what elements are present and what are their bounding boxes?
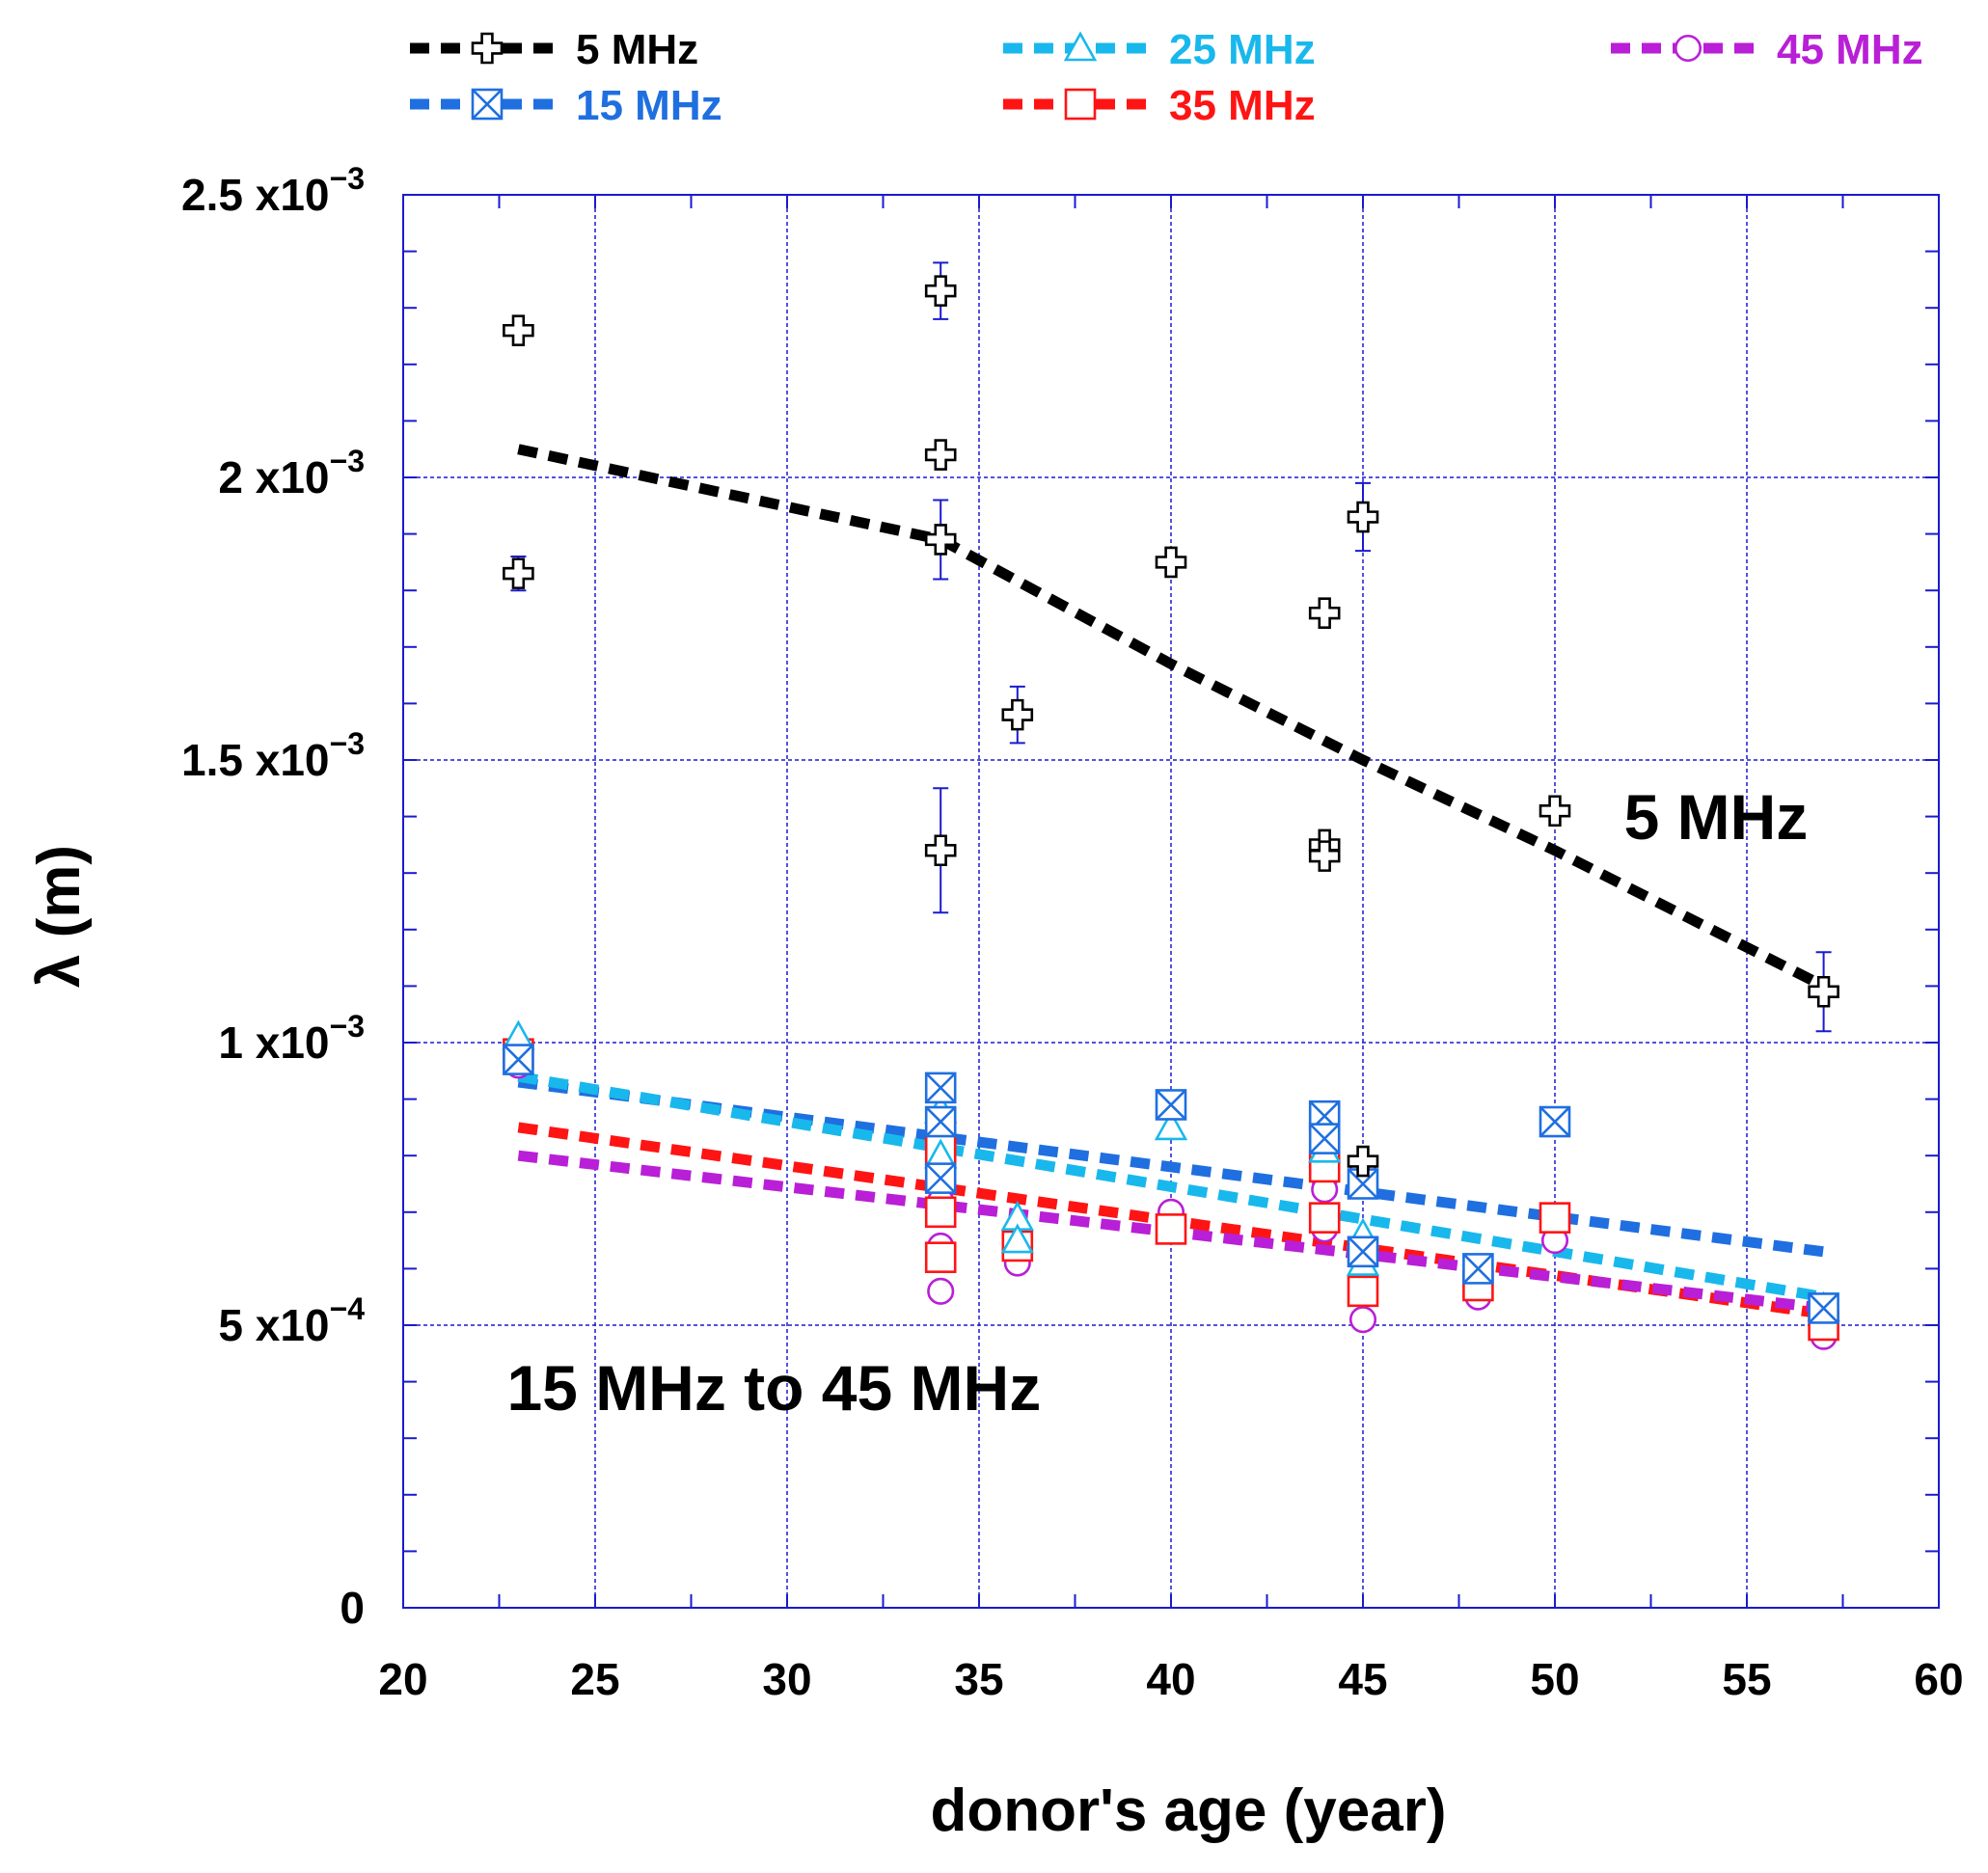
data-point-5-mhz (1347, 501, 1379, 533)
data-point-15-mhz (503, 1044, 534, 1075)
data-point-15-mhz (1539, 1105, 1571, 1138)
legend-label: 35 MHz (1169, 82, 1316, 129)
data-point-25-mhz (1154, 1110, 1188, 1141)
legend-marker (471, 88, 504, 121)
fit-lines (517, 444, 1827, 1319)
data-point-15-mhz (1347, 1235, 1379, 1268)
legend: 5 MHz 15 MHz 25 MHz 35 MHz 45 MHz (410, 26, 1923, 129)
x-tick-label: 40 (1146, 1654, 1195, 1704)
y-tick-label: 1.5 x10−3 (181, 726, 365, 785)
data-point-35-mhz (1155, 1213, 1187, 1245)
legend-item-5-mhz: 5 MHz (410, 26, 698, 73)
legend-item-15-mhz: 15 MHz (410, 82, 722, 129)
data-point-45-mhz (1348, 1306, 1377, 1334)
data-point-5-mhz (1808, 975, 1839, 1008)
data-point-5-mhz (1539, 795, 1571, 828)
y-tick-label: 0 (340, 1583, 365, 1633)
legend-marker (1064, 88, 1097, 121)
x-tick-label: 20 (378, 1654, 427, 1704)
data-point-5-mhz (1001, 698, 1034, 731)
x-tick-label: 45 (1338, 1654, 1387, 1704)
legend-label: 25 MHz (1169, 26, 1316, 73)
data-point-5-mhz (924, 834, 957, 867)
y-tick-labels: 0 5 x10−4 1 x10−3 1.5 x10−3 2 x10−3 2.5 x10−3 (181, 161, 365, 1633)
series-5-mhz (503, 275, 1839, 1178)
plot-frame (402, 194, 1940, 1609)
legend-marker (1063, 31, 1098, 62)
data-point-5-mhz (1308, 597, 1341, 629)
x-tick-label: 60 (1914, 1654, 1963, 1704)
legend-item-35-mhz: 35 MHz (1003, 82, 1316, 129)
data-point-35-mhz (1347, 1275, 1379, 1308)
data-point-5-mhz (924, 439, 957, 471)
x-axis-title: donor's age (year) (931, 1778, 1447, 1844)
y-axis-title: λ (m) (26, 845, 93, 988)
annotation-5-mhz: 5 MHz (1624, 781, 1809, 853)
data-point-15-mhz (924, 1105, 957, 1138)
data-point-15-mhz (924, 1162, 957, 1194)
data-point-35-mhz (1539, 1202, 1571, 1234)
data-point-35-mhz (924, 1196, 957, 1229)
fit-line-25-mhz (517, 1071, 1825, 1303)
data-points (502, 275, 1840, 1350)
legend-label: 5 MHz (576, 26, 698, 73)
data-point-5-mhz (1347, 1145, 1379, 1178)
legend-label: 45 MHz (1777, 26, 1923, 73)
legend-item-45-mhz: 45 MHz (1611, 26, 1923, 73)
data-point-15-mhz (1155, 1089, 1187, 1121)
data-point-35-mhz (924, 1241, 957, 1273)
annotation-15-mhz-to-45-mhz: 15 MHz to 45 MHz (506, 1352, 1041, 1424)
data-point-5-mhz (503, 314, 534, 346)
y-tick-label: 5 x10−4 (218, 1291, 365, 1350)
data-point-5-mhz (503, 557, 534, 589)
data-point-15-mhz (1808, 1292, 1839, 1324)
data-point-15-mhz (1462, 1253, 1494, 1285)
data-point-45-mhz (927, 1277, 955, 1305)
data-point-25-mhz (1000, 1223, 1035, 1254)
y-tick-label: 1 x10−3 (218, 1009, 365, 1068)
legend-marker (1674, 34, 1702, 63)
series-15-mhz (503, 1044, 1839, 1324)
data-point-5-mhz (1155, 546, 1187, 579)
y-tick-label: 2 x10−3 (218, 444, 365, 502)
data-point-5-mhz (1308, 840, 1341, 872)
grid (403, 195, 1939, 1608)
x-tick-labels: 20 25 30 35 40 45 50 55 60 (378, 1654, 1963, 1704)
data-point-15-mhz (924, 1072, 957, 1104)
error-bars (510, 261, 1832, 1033)
data-point-35-mhz (1308, 1202, 1341, 1234)
x-tick-label: 30 (762, 1654, 811, 1704)
x-tick-label: 55 (1722, 1654, 1771, 1704)
legend-marker (471, 32, 504, 65)
x-tick-label: 35 (954, 1654, 1003, 1704)
data-point-5-mhz (924, 524, 957, 556)
data-point-5-mhz (924, 275, 957, 307)
legend-item-25-mhz: 25 MHz (1003, 26, 1316, 73)
legend-label: 15 MHz (576, 82, 722, 129)
x-tick-label: 25 (570, 1654, 619, 1704)
y-tick-label: 2.5 x10−3 (181, 161, 365, 220)
x-tick-label: 50 (1530, 1654, 1579, 1704)
annotations: 5 MHz 15 MHz to 45 MHz (506, 781, 1808, 1424)
data-point-15-mhz (1308, 1123, 1341, 1154)
